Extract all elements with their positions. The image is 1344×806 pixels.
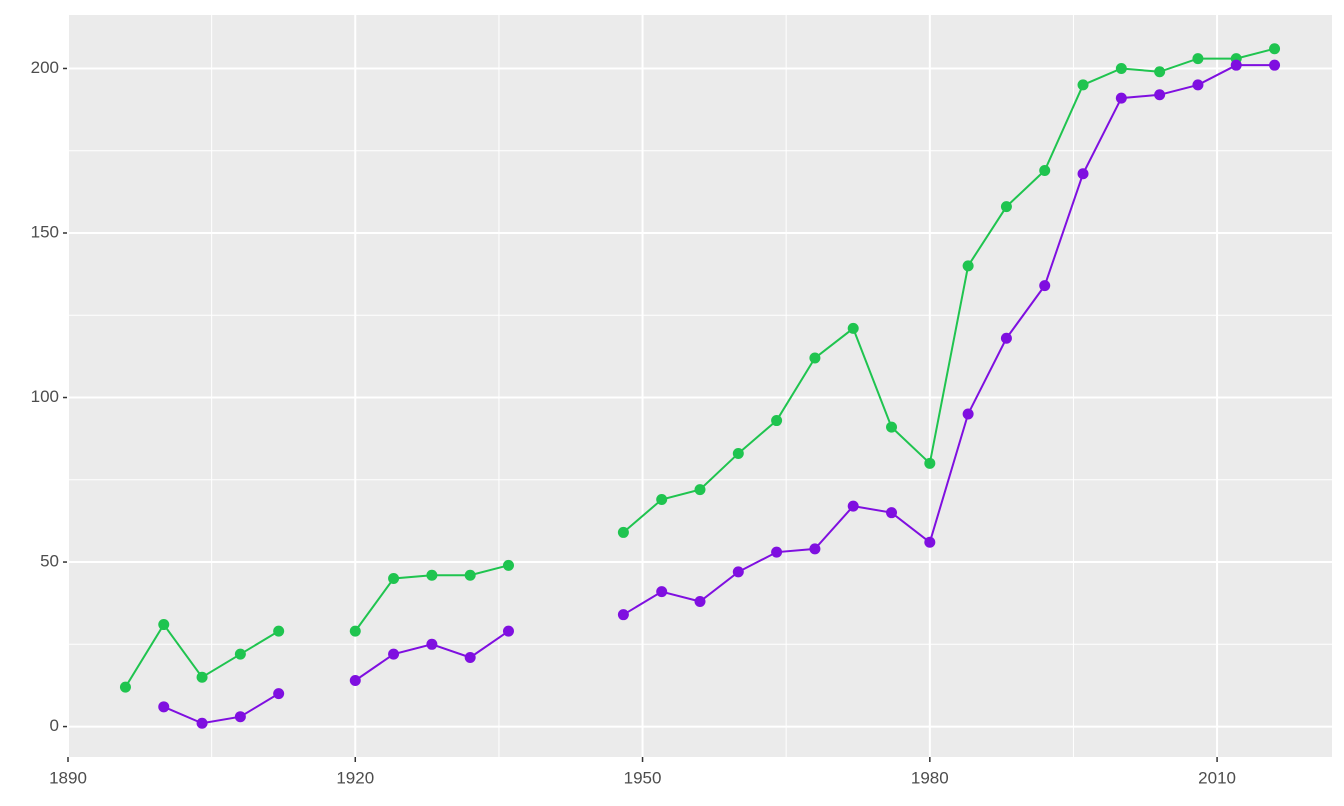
point xyxy=(502,625,514,637)
point xyxy=(886,507,898,519)
point xyxy=(388,572,400,584)
point xyxy=(1077,168,1089,180)
x-tick-label: 1920 xyxy=(336,768,374,787)
point xyxy=(924,457,936,469)
point xyxy=(1269,59,1281,71)
point xyxy=(158,701,170,713)
point xyxy=(273,625,285,637)
x-tick-label: 1980 xyxy=(911,768,949,787)
point xyxy=(234,648,246,660)
point xyxy=(771,546,783,558)
point xyxy=(771,415,783,427)
point xyxy=(809,352,821,364)
point xyxy=(732,566,744,578)
point xyxy=(1115,92,1127,104)
point xyxy=(1154,89,1166,101)
point xyxy=(847,500,859,512)
point xyxy=(656,586,668,598)
point xyxy=(1039,280,1051,292)
point xyxy=(924,536,936,548)
x-tick-label: 1950 xyxy=(624,768,662,787)
point xyxy=(349,674,361,686)
point xyxy=(809,543,821,555)
point xyxy=(1230,59,1242,71)
point xyxy=(502,559,514,571)
point xyxy=(158,619,170,631)
point xyxy=(886,421,898,433)
point xyxy=(617,526,629,538)
point xyxy=(1154,66,1166,78)
y-tick-label: 0 xyxy=(50,716,59,735)
point xyxy=(1269,43,1281,55)
point xyxy=(1115,62,1127,74)
point xyxy=(349,625,361,637)
y-tick-label: 150 xyxy=(31,222,59,241)
point xyxy=(732,447,744,459)
y-tick-label: 50 xyxy=(40,552,59,571)
point xyxy=(426,638,438,650)
point xyxy=(196,671,208,683)
point xyxy=(1000,332,1012,344)
x-tick-label: 1890 xyxy=(49,768,87,787)
y-tick-label: 100 xyxy=(31,387,59,406)
point xyxy=(1192,53,1204,65)
point xyxy=(426,569,438,581)
point xyxy=(464,569,476,581)
point xyxy=(1077,79,1089,91)
x-tick-label: 2010 xyxy=(1198,768,1236,787)
point xyxy=(1192,79,1204,91)
point xyxy=(1039,164,1051,176)
point xyxy=(694,596,706,608)
point xyxy=(1000,201,1012,213)
point xyxy=(234,711,246,723)
point xyxy=(656,494,668,506)
point xyxy=(273,688,285,700)
point xyxy=(847,322,859,334)
point xyxy=(464,651,476,663)
point xyxy=(196,717,208,729)
panel xyxy=(68,15,1332,757)
point xyxy=(617,609,629,621)
point xyxy=(694,484,706,496)
y-tick-label: 200 xyxy=(31,58,59,77)
point xyxy=(962,408,974,420)
point xyxy=(962,260,974,272)
point xyxy=(119,681,131,693)
point xyxy=(388,648,400,660)
